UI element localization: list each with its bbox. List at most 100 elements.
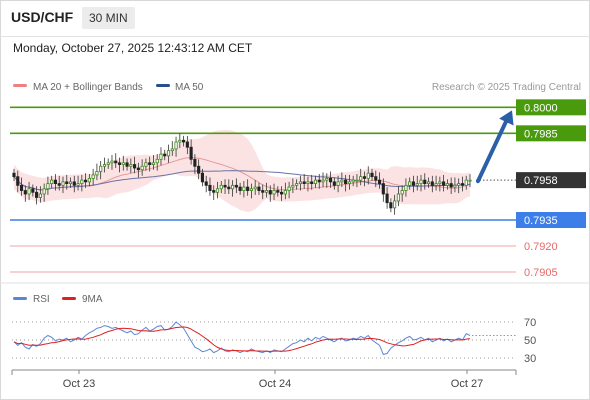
candle-body xyxy=(215,188,220,193)
candle-body xyxy=(117,162,122,165)
candle xyxy=(464,175,468,190)
candle-body xyxy=(264,190,269,193)
candle-body xyxy=(155,158,159,164)
candle-body xyxy=(38,193,42,198)
rsi-tick-70: 70 xyxy=(524,317,536,329)
candle xyxy=(106,158,110,169)
last-price-label: 0.7958 xyxy=(524,175,558,187)
candle-body xyxy=(370,172,374,178)
ma20-legend-label: MA 20 + Bollinger Bands xyxy=(33,82,143,93)
candle xyxy=(396,186,400,207)
research-credit: Research © 2025 Trading Central xyxy=(432,82,581,93)
candle-body xyxy=(419,179,423,184)
candle-body xyxy=(204,181,208,186)
candle-body xyxy=(453,184,457,188)
candle-body xyxy=(313,179,318,184)
support-level-label: 0.7905 xyxy=(524,267,558,279)
candle-body xyxy=(280,191,284,195)
candle xyxy=(370,168,374,181)
candle xyxy=(313,175,318,188)
candle-body xyxy=(325,177,329,181)
candle xyxy=(223,179,227,194)
rsi-line xyxy=(13,321,471,355)
candle xyxy=(264,182,269,198)
x-axis: Oct 23 Oct 24 Oct 27 xyxy=(63,370,483,390)
candle-body xyxy=(110,160,114,164)
candle xyxy=(434,175,438,191)
candle-body xyxy=(415,183,419,186)
candle-body xyxy=(12,172,16,178)
candle xyxy=(87,174,91,187)
candle-body xyxy=(219,184,223,190)
candle-body xyxy=(464,179,468,186)
candle xyxy=(280,186,284,201)
candle xyxy=(246,179,250,196)
candle-body xyxy=(445,183,449,186)
candle-body xyxy=(246,186,250,191)
candle-body xyxy=(291,184,295,188)
resistance-level-label: 0.7985 xyxy=(524,128,558,140)
candle xyxy=(148,156,152,172)
candle xyxy=(310,174,314,190)
candle-body xyxy=(381,183,385,195)
ma50-legend-label: MA 50 xyxy=(175,82,204,93)
candle-body xyxy=(268,190,272,195)
candle xyxy=(193,154,197,175)
candle xyxy=(295,179,299,190)
candle-body xyxy=(212,190,216,193)
candle-body xyxy=(95,171,99,176)
candle-body xyxy=(57,183,61,186)
candle-body xyxy=(227,186,231,190)
candle-body xyxy=(430,181,434,186)
candle xyxy=(19,177,24,196)
candle xyxy=(393,194,397,215)
candle-body xyxy=(106,162,110,165)
candle xyxy=(377,172,382,189)
candle xyxy=(72,175,76,193)
candle-body xyxy=(140,165,144,171)
pivot-level-tag xyxy=(516,212,586,228)
candle xyxy=(385,187,389,209)
candle xyxy=(404,178,408,197)
candle-body xyxy=(396,193,400,202)
candle-body xyxy=(151,162,156,165)
candle xyxy=(76,175,80,191)
candle-body xyxy=(35,191,39,198)
candle-body xyxy=(347,181,351,185)
candle-body xyxy=(426,181,431,185)
candle xyxy=(283,182,287,200)
candle xyxy=(325,173,329,188)
candle xyxy=(65,174,69,190)
chart-header: USD/CHF 30 MIN xyxy=(0,0,590,37)
candle-body xyxy=(170,148,174,152)
candle xyxy=(438,176,442,192)
candle-body xyxy=(355,179,359,182)
candle xyxy=(426,177,431,188)
candle xyxy=(121,155,125,171)
candle xyxy=(306,176,310,192)
candle xyxy=(449,177,453,194)
candle xyxy=(133,156,137,174)
candle xyxy=(227,179,231,194)
candle-body xyxy=(411,181,416,186)
candle-body xyxy=(298,181,302,185)
candle xyxy=(16,170,20,193)
candlesticks xyxy=(12,133,472,215)
candle xyxy=(253,180,257,195)
candle-body xyxy=(359,176,363,181)
candle-body xyxy=(61,181,65,186)
candle-body xyxy=(234,184,238,188)
resistance-level-tag xyxy=(516,125,586,142)
candle xyxy=(23,185,27,202)
target-level-tag xyxy=(516,99,586,116)
timeframe-button[interactable]: 30 MIN xyxy=(82,7,135,29)
candle-body xyxy=(434,183,438,186)
candle xyxy=(151,155,156,170)
candle xyxy=(411,175,416,193)
candle-body xyxy=(404,184,408,191)
candle-body xyxy=(287,186,291,191)
candle xyxy=(125,158,129,171)
candle-body xyxy=(249,188,253,191)
candle xyxy=(415,175,419,191)
ma20-legend-swatch xyxy=(13,84,27,87)
